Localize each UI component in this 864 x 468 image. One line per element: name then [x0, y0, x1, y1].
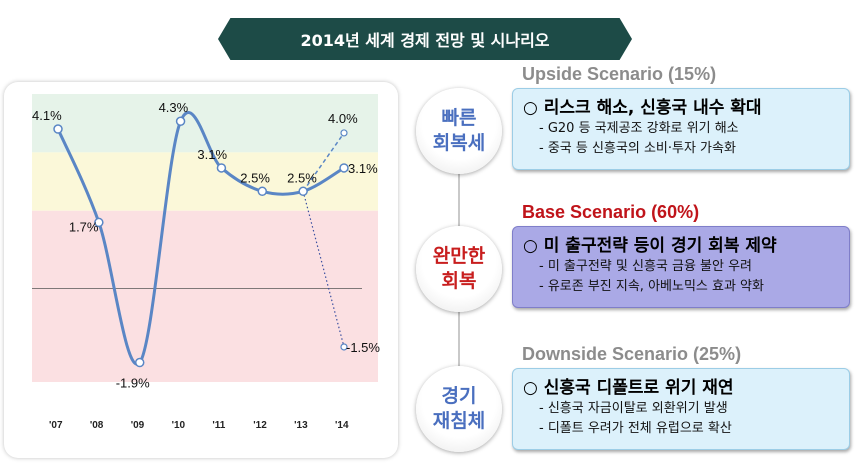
scenario-box-downside: ○ 신흥국 디폴트로 위기 재연 - 신흥국 자금이탈로 외환위기 발생 - 디…	[512, 368, 850, 450]
scenario-heading-downside: Downside Scenario (25%)	[522, 344, 742, 364]
scenario-circle-downside: 경기 재침체	[416, 366, 502, 452]
scenario-label: -1.5%	[346, 340, 380, 355]
scenario-headline: ○ 리스크 해소, 신흥국 내수 확대	[523, 98, 762, 118]
scenario-headline: ○ 미 출구전략 등이 경기 회복 제약	[523, 236, 777, 256]
scenario-box-base: ○ 미 출구전략 등이 경기 회복 제약 - 미 출구전략 및 신흥국 금융 불…	[512, 226, 850, 308]
x-tick-label: '14	[335, 420, 349, 431]
x-tick-label: '10	[172, 420, 186, 431]
scenario-point	[340, 129, 348, 137]
scenario-bullet: - 신흥국 자금이탈로 외환위기 발생	[539, 401, 728, 416]
data-point	[216, 163, 227, 173]
x-tick-label: '07	[49, 420, 63, 431]
scenario-circle-label: 완만한 회복	[432, 245, 486, 292]
data-point	[175, 116, 186, 126]
x-tick-label: '09	[131, 420, 145, 431]
data-label: -1.9%	[116, 376, 150, 391]
scenario-box-upside: ○ 리스크 해소, 신흥국 내수 확대 - G20 등 국제공조 강화로 위기 …	[512, 88, 850, 170]
scenario-heading-upside: Upside Scenario (15%)	[522, 64, 717, 84]
data-point	[53, 124, 63, 134]
data-label: 3.1%	[348, 161, 378, 176]
data-point	[134, 357, 145, 368]
scenario-label: 4.0%	[328, 111, 358, 126]
scenario-circle-base: 완만한 회복	[416, 226, 502, 312]
scenario-heading-base: Base Scenario (60%)	[522, 202, 700, 222]
data-point	[257, 186, 268, 197]
data-point	[339, 163, 349, 173]
downside-branch-line	[302, 191, 345, 348]
scenario-bullet: - G20 등 국제공조 강화로 위기 해소	[539, 121, 739, 136]
scenario-bullet: - 유로존 부진 지속, 아베노믹스 효과 약화	[539, 279, 764, 294]
scenario-point	[340, 343, 348, 351]
growth-line-chart: 4.1% 1.7% -1.9% 4.3% 3.1% 2.5% 2.5% 3.1% 4.0% -1.…	[32, 94, 380, 431]
data-label: 3.1%	[197, 147, 227, 162]
data-point	[298, 186, 308, 197]
growth-chart-panel: 4.1% 1.7% -1.9% 4.3% 3.1% 2.5% 2.5% 3.1% 4.0% -1.…	[4, 82, 398, 458]
background-band	[32, 94, 378, 153]
scenario-circle-upside: 빠른 회복세	[416, 88, 502, 174]
x-tick-label: '11	[212, 420, 225, 431]
data-label: 1.7%	[69, 219, 99, 234]
x-tick-label: '12	[253, 420, 267, 431]
x-tick-label: '13	[294, 420, 308, 431]
data-label: 4.3%	[159, 100, 189, 115]
scenario-circle-label: 경기 재침체	[432, 385, 486, 432]
scenario-bullet: - 디폴트 우려가 전체 유럽으로 확산	[539, 421, 732, 436]
data-point	[94, 217, 104, 228]
scenario-headline: ○ 신흥국 디폴트로 위기 재연	[523, 378, 734, 398]
data-label: 4.1%	[32, 108, 62, 123]
data-label: 2.5%	[287, 170, 317, 185]
scenario-bullet: - 미 출구전략 및 신흥국 금융 불안 우려	[539, 259, 753, 274]
page-title: 2014년 세계 경제 전망 및 시나리오	[218, 18, 632, 60]
data-label: 2.5%	[240, 170, 270, 185]
background-band	[32, 210, 378, 382]
upside-branch-line	[302, 132, 345, 192]
scenario-bullet: - 중국 등 신흥국의 소비·투자 가속화	[539, 141, 736, 156]
x-tick-label: '08	[90, 420, 104, 431]
scenario-circle-label: 빠른 회복세	[432, 107, 486, 154]
